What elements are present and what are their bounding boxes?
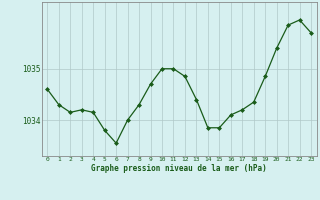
X-axis label: Graphe pression niveau de la mer (hPa): Graphe pression niveau de la mer (hPa) bbox=[91, 164, 267, 173]
